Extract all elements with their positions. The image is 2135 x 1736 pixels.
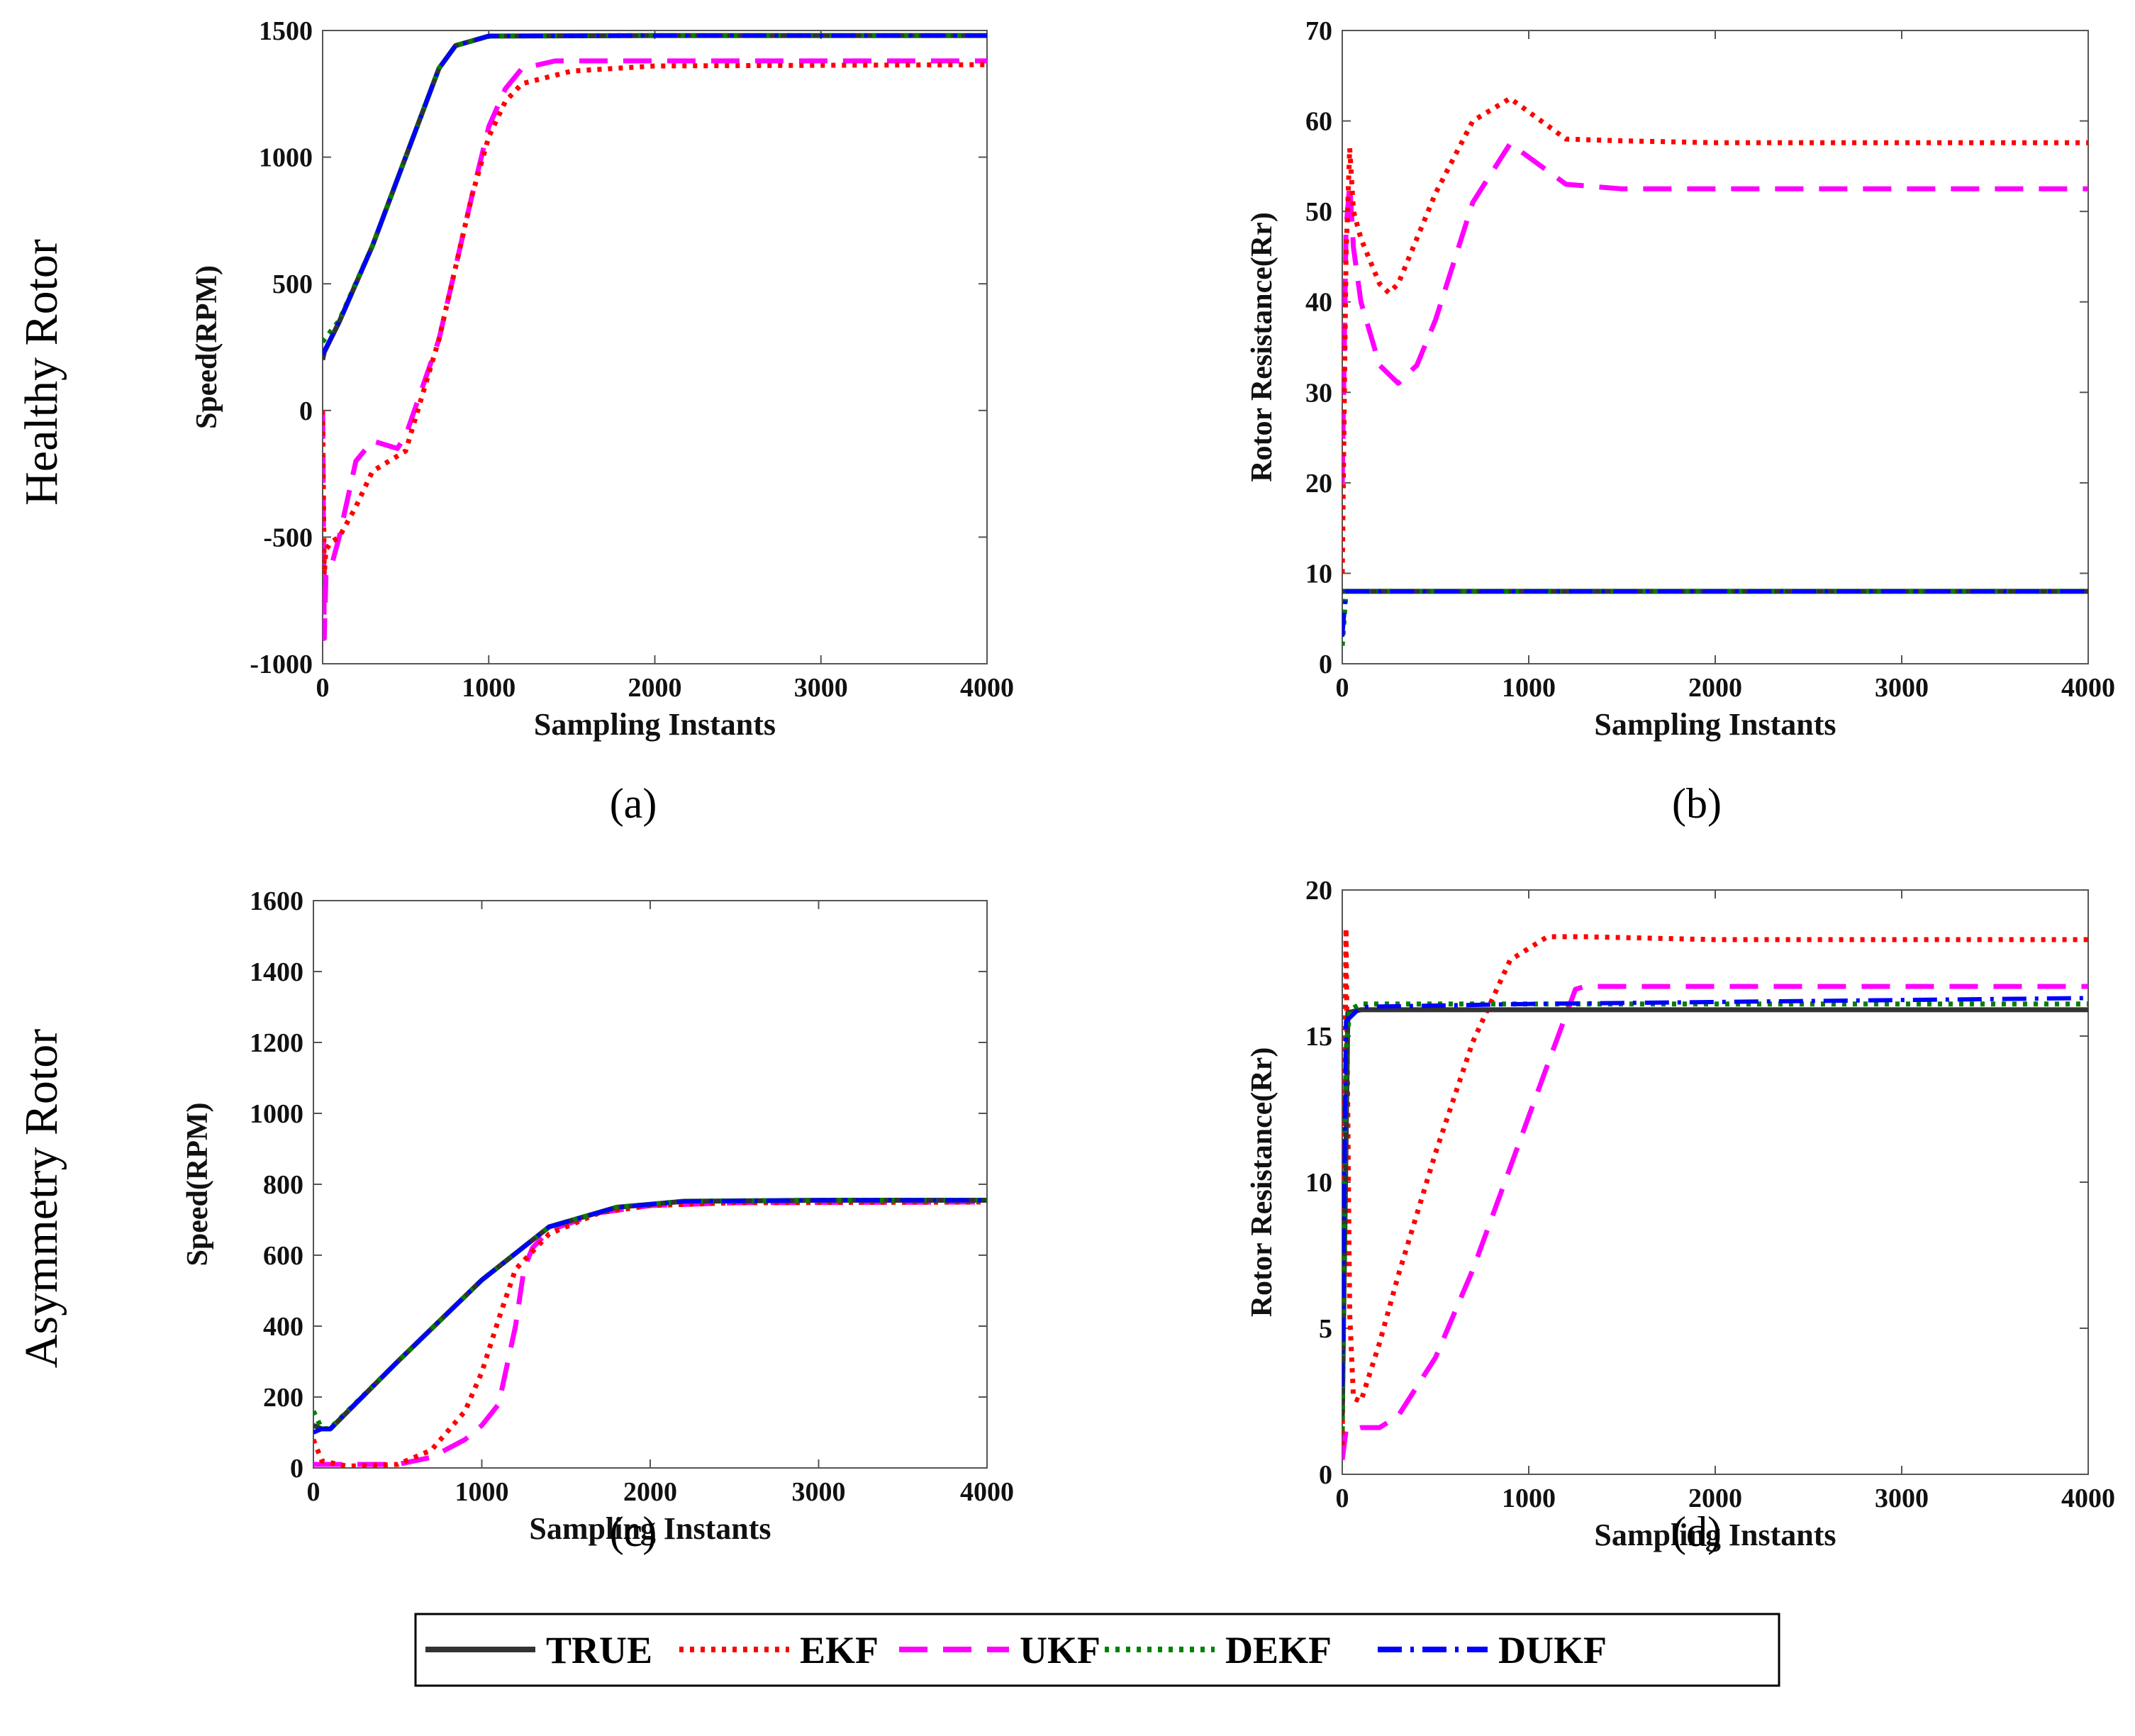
x-tick-label: 1000 (1502, 1484, 1556, 1513)
series-dukf (313, 1198, 987, 1435)
x-axis-label: Sampling Instants (529, 1511, 771, 1546)
series-dukf (1342, 589, 2088, 637)
x-tick-label: 1000 (1502, 673, 1556, 703)
y-tick-label: 600 (263, 1241, 303, 1271)
series-ukf (1342, 984, 2088, 1460)
chart-c: 0 200 400 600 800 1000 1200 1400 1600 0 1000 2000 30… (182, 886, 1014, 1546)
x-tick-label: 0 (1336, 1484, 1349, 1513)
y-tick-label: 15 (1305, 1022, 1332, 1052)
y-tick-label: 70 (1305, 16, 1332, 46)
y-tick-label: 200 (263, 1383, 303, 1413)
x-axis-label: Sampling Instants (1594, 1518, 1836, 1552)
series-dukf (323, 33, 987, 356)
y-tick-label: 800 (263, 1170, 303, 1200)
series-ekf (1342, 96, 2088, 574)
legend: TRUE EKF UKF DEKF DUKF (414, 1613, 1780, 1687)
x-tick-label: 4000 (2061, 1484, 2115, 1513)
x-axis-label: Sampling Instants (534, 707, 776, 742)
y-tick-label: -500 (263, 523, 313, 552)
plot-area (313, 900, 988, 1469)
legend-label-dekf: DEKF (1225, 1629, 1332, 1671)
y-axis-label: Rotor Resistance(Rr) (1246, 212, 1278, 482)
y-tick-label: 10 (1305, 559, 1332, 589)
series-group (313, 1198, 987, 1468)
series-ekf (313, 1199, 987, 1468)
y-tick-label: 0 (1319, 650, 1332, 679)
x-tick-label: 3000 (1875, 1484, 1929, 1513)
y-tick-label: 0 (299, 396, 313, 426)
y-tick-label: 0 (1319, 1460, 1332, 1490)
y-tick-label: 10 (1305, 1168, 1332, 1198)
y-tick-label: 1000 (259, 143, 313, 173)
y-tick-label: 500 (272, 269, 313, 299)
x-tick-label: 2000 (1688, 1484, 1742, 1513)
x-tick-label: 1000 (462, 673, 515, 703)
panel-label-a: (a) (610, 780, 657, 827)
x-tick-label: 1000 (455, 1477, 509, 1507)
x-tick-label: 0 (1336, 673, 1349, 703)
x-tick-label: 2000 (628, 673, 682, 703)
legend-box (414, 1613, 1780, 1687)
series-ekf (1342, 925, 2088, 1445)
series-group (1342, 925, 2088, 1460)
row-label-healthy: Healthy Rotor (16, 239, 67, 506)
y-tick-label: 1200 (250, 1028, 303, 1058)
y-tick-label: 20 (1305, 469, 1332, 499)
y-tick-label: 1600 (250, 886, 303, 916)
plot-area (1342, 30, 2089, 664)
series-group (1342, 96, 2088, 646)
legend-label-ukf: UKF (1020, 1629, 1100, 1671)
x-tick-label: 2000 (623, 1477, 677, 1507)
y-axis-label: Speed(RPM) (191, 265, 223, 429)
x-tick-label: 4000 (2061, 673, 2115, 703)
y-axis-label: Rotor Resistance(Rr) (1246, 1047, 1278, 1318)
x-tick-label: 0 (316, 673, 330, 703)
y-tick-label: 60 (1305, 107, 1332, 137)
y-tick-label: 1400 (250, 957, 303, 987)
x-tick-label: 2000 (1688, 673, 1742, 703)
x-tick-label: 3000 (794, 673, 848, 703)
y-tick-label: -1000 (250, 650, 313, 679)
chart-d: 0 5 10 15 20 0 1000 2000 3000 4000 Sampling Instan… (1246, 876, 2115, 1552)
series-ekf (323, 62, 987, 578)
x-tick-label: 3000 (1875, 673, 1929, 703)
y-axis-label: Speed(RPM) (182, 1103, 214, 1267)
panel-label-d: (d) (1672, 1508, 1722, 1555)
chart-a: -1000 -500 0 500 1000 1500 0 1000 2000 3000 4000 Sa… (191, 16, 1014, 742)
y-tick-label: 20 (1305, 876, 1332, 906)
panel-label-c: (c) (610, 1508, 657, 1555)
x-axis-label: Sampling Instants (1594, 707, 1836, 742)
y-tick-label: 40 (1305, 288, 1332, 318)
plot-area (1342, 889, 2089, 1475)
chart-b: 0 10 20 30 40 50 60 70 0 1000 2000 3000 4000 Sampling… (1246, 16, 2115, 742)
y-tick-label: 5 (1319, 1314, 1332, 1344)
x-tick-label: 3000 (792, 1477, 846, 1507)
x-tick-label: 0 (307, 1477, 320, 1507)
legend-label-ekf: EKF (800, 1629, 879, 1671)
y-tick-label: 1500 (259, 16, 313, 46)
series-ukf (1342, 141, 2088, 483)
x-tick-label: 4000 (960, 673, 1014, 703)
series-group (323, 33, 987, 641)
y-tick-label: 1000 (250, 1099, 303, 1129)
plot-area (322, 30, 988, 664)
y-tick-label: 400 (263, 1312, 303, 1342)
y-tick-label: 50 (1305, 197, 1332, 227)
legend-label-true: TRUE (546, 1629, 652, 1671)
y-tick-label: 30 (1305, 378, 1332, 408)
row-label-asymmetry: Asymmetry Rotor (16, 1029, 67, 1368)
x-tick-label: 4000 (960, 1477, 1014, 1507)
panel-label-b: (b) (1672, 780, 1722, 827)
legend-label-dukf: DUKF (1498, 1629, 1607, 1671)
y-tick-label: 0 (290, 1454, 303, 1484)
series-dukf (1342, 996, 2088, 1387)
